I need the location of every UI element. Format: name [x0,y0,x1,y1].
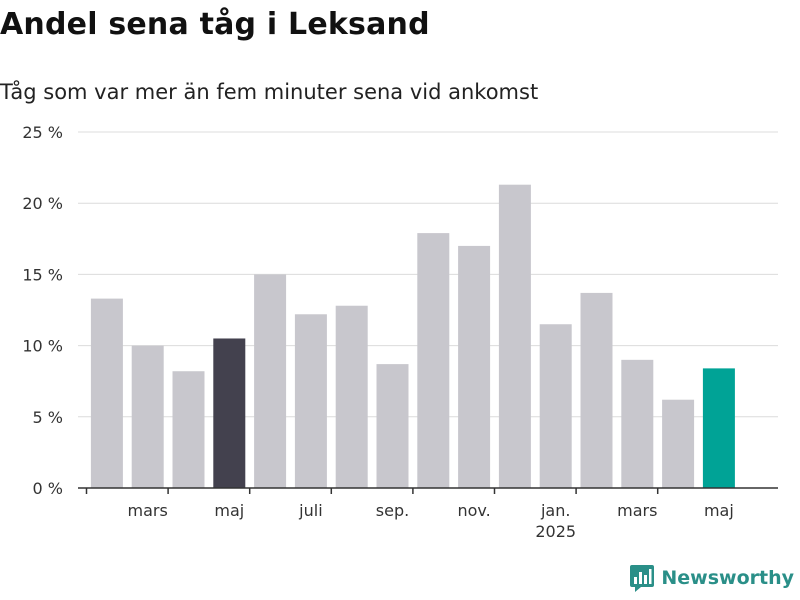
bar-2025-05 [702,368,735,488]
newsworthy-logo-text: Newsworthy [661,567,794,589]
y-tick-label: 10 % [22,337,63,356]
y-tick-label: 5 % [33,408,63,427]
x-tick-label: maj [214,501,244,520]
bar-2024-04 [172,371,205,488]
bar-2024-06 [254,274,287,488]
bar-2025-04 [662,399,695,488]
x-tick-year-label: 2025 [535,522,576,541]
x-tick-label: sep. [376,501,409,520]
y-tick-label: 25 % [22,123,63,142]
x-tick-label: nov. [457,501,490,520]
x-tick-label: maj [704,501,734,520]
chart-subtitle: Tåg som var mer än fem minuter sena vid … [0,80,539,104]
bar-2024-12 [498,184,531,489]
newsworthy-logo-icon [630,565,655,592]
y-tick-label: 15 % [22,265,63,284]
bar-2024-09 [376,364,409,488]
x-tick-label: jan. [540,501,570,520]
y-axis-tick-labels: 0 % 5 % 10 % 15 % 20 % 25 % [22,123,63,498]
y-tick-label: 0 % [33,479,63,498]
x-axis-tick-labels: mars maj juli sep. nov. jan. 2025 mars maj [128,501,734,541]
bar-2025-02 [580,292,613,488]
bar-2024-07 [294,314,327,488]
chart-title: Andel sena tåg i Leksand [0,7,430,42]
bar-2025-01 [539,324,572,488]
x-tick-label: mars [617,501,657,520]
newsworthy-logo: Newsworthy [629,562,794,594]
bar-2024-08 [335,305,368,488]
bar-2024-05 [213,338,246,488]
bars [90,184,735,489]
x-axis [78,487,778,494]
x-tick-label: juli [298,501,322,520]
bar-2024-10 [417,233,450,488]
bar-2024-02 [90,298,123,488]
y-tick-label: 20 % [22,194,63,213]
bar-2025-03 [621,359,654,488]
bar-2024-03 [131,345,164,488]
x-tick-label: mars [128,501,168,520]
bar-2024-11 [458,245,491,488]
